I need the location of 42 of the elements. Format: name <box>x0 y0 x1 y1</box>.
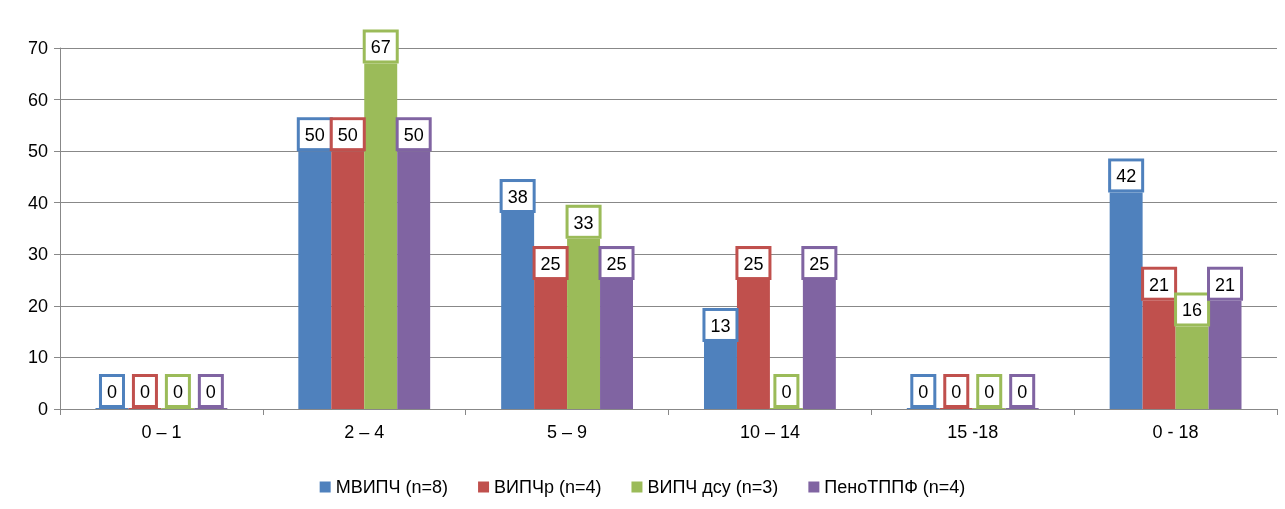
x-tick-label: 0 - 18 <box>1152 422 1199 442</box>
legend-label: ВИПЧ дсу (n=3) <box>647 477 779 497</box>
data-label: 21 <box>1215 274 1236 295</box>
data-label: 50 <box>304 125 325 146</box>
legend-label: МВИПЧ (n=8) <box>335 477 449 497</box>
x-tick-label: 5 – 9 <box>547 422 588 442</box>
data-label: 13 <box>710 315 731 336</box>
data-label: 50 <box>337 125 358 146</box>
data-label: 0 <box>172 382 183 402</box>
x-tick-label: 2 – 4 <box>344 422 385 442</box>
x-tick-label: 10 – 14 <box>739 422 800 442</box>
data-label: 25 <box>540 254 561 275</box>
data-label: 67 <box>370 37 391 58</box>
y-tick-label: 40 <box>27 192 48 213</box>
data-label: 16 <box>1182 300 1203 321</box>
data-label: 38 <box>507 187 528 208</box>
data-label: 0 <box>918 382 929 402</box>
data-label: 25 <box>809 254 830 275</box>
y-tick-label: 50 <box>27 141 48 162</box>
legend-label: ВИПЧр (n=4) <box>494 477 602 497</box>
data-label: 0 <box>139 382 150 402</box>
data-label: 42 <box>1116 166 1137 187</box>
data-label: 0 <box>781 382 792 402</box>
y-tick-label: 0 <box>37 399 48 419</box>
y-tick-label: 60 <box>27 89 48 110</box>
legend-label: ПеноТППФ (n=4) <box>824 477 966 497</box>
data-label: 0 <box>951 382 962 402</box>
data-label: 25 <box>606 254 627 275</box>
x-tick-label: 15 -18 <box>947 422 999 442</box>
data-label: 0 <box>106 382 117 402</box>
data-label: 0 <box>205 382 216 402</box>
data-label: 0 <box>1017 382 1028 402</box>
x-tick-label: 0 – 1 <box>141 422 182 442</box>
data-label: 0 <box>984 382 995 402</box>
y-tick-label: 30 <box>27 244 48 265</box>
data-label: 33 <box>573 212 594 233</box>
y-tick-label: 10 <box>27 347 48 368</box>
data-label: 25 <box>743 254 764 275</box>
y-tick-label: 70 <box>27 38 48 58</box>
data-label: 50 <box>403 125 424 146</box>
y-tick-label: 20 <box>27 295 48 316</box>
data-label: 21 <box>1149 274 1170 295</box>
